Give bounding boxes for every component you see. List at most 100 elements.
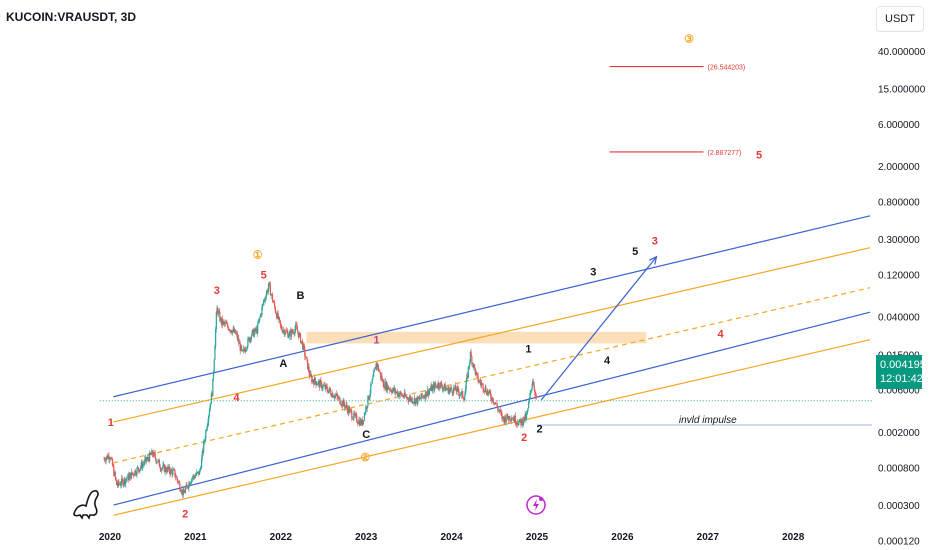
currency-selector[interactable]: USDT <box>876 6 924 32</box>
candle-body <box>139 467 142 470</box>
candle-body <box>523 416 526 421</box>
candle-body <box>210 393 213 404</box>
candle-body <box>326 386 328 391</box>
candle-body <box>436 385 438 388</box>
candle-body <box>521 419 523 426</box>
candle-body <box>525 413 527 419</box>
candle-body <box>270 294 272 296</box>
wave-label: 5 <box>632 246 638 258</box>
candle-body <box>452 393 454 395</box>
candle-body <box>375 367 377 369</box>
candle-body <box>289 330 291 333</box>
candle-body <box>405 396 407 397</box>
candle-body <box>446 389 448 391</box>
candle-body <box>202 450 204 453</box>
candle-body <box>361 419 363 425</box>
candle-body <box>502 416 504 419</box>
tradingview-logo[interactable] <box>73 490 99 520</box>
candle-body <box>502 416 505 419</box>
candle-body <box>239 343 241 351</box>
candle-body <box>124 478 126 484</box>
candle-body <box>473 364 475 368</box>
candle-body <box>246 346 248 350</box>
candle-body <box>159 466 161 469</box>
candle-body <box>306 359 309 370</box>
wave-label: 5 <box>261 269 267 281</box>
candle-body <box>293 333 295 335</box>
candle-body <box>351 411 353 419</box>
candle-body <box>230 329 232 333</box>
channel-line-blue-1 <box>113 311 871 506</box>
candle-body <box>240 345 243 350</box>
candle-body <box>427 389 429 396</box>
candle-body <box>441 383 443 387</box>
candle-body <box>219 317 222 321</box>
candle-body <box>241 349 243 351</box>
candle-body <box>479 380 481 383</box>
candle-body <box>434 383 436 386</box>
candle-body <box>213 359 215 373</box>
candle-body <box>441 386 443 390</box>
candle-body <box>364 412 366 414</box>
candle-body <box>469 351 472 362</box>
wave-label: 4 <box>604 355 611 367</box>
candle-body <box>309 372 311 377</box>
candle-body <box>462 391 464 398</box>
candle-body <box>234 329 236 334</box>
candle-body <box>417 396 420 399</box>
price-axis[interactable]: 40.000000 15.000000 6.000000 2.000000 0.8000… <box>878 47 926 548</box>
candle-body <box>511 418 514 420</box>
candle-body <box>505 420 507 423</box>
event-icon[interactable] <box>526 495 546 515</box>
candle-body <box>266 290 269 293</box>
candle-body <box>196 472 198 476</box>
candle-body <box>299 333 301 335</box>
candle-body <box>382 380 384 388</box>
candle-body <box>294 329 296 334</box>
candle-body <box>200 468 202 470</box>
candle-body <box>337 396 339 399</box>
candle-body <box>123 478 125 484</box>
candle-body <box>194 475 196 479</box>
candle-body <box>166 467 168 473</box>
time-axis[interactable]: 2020 2021 2022 2023 2024 2025 2026 2027 2028 <box>99 532 805 543</box>
candle-body <box>461 391 463 392</box>
candle-body <box>372 371 375 377</box>
wave-label: C <box>362 429 370 441</box>
candle-body <box>160 468 163 471</box>
candle-body <box>260 314 262 315</box>
candle-body <box>509 416 511 421</box>
resistance-zone-layer <box>306 331 647 344</box>
candle-body <box>271 294 273 295</box>
wave-label: 1 <box>108 417 114 429</box>
candle-body <box>459 394 461 396</box>
candle-body <box>357 423 359 424</box>
candle-body <box>503 418 505 423</box>
candle-body <box>283 330 286 335</box>
candle-body <box>519 419 521 422</box>
candle-body <box>139 469 141 472</box>
candle-body <box>365 406 368 409</box>
candle-body <box>119 484 121 486</box>
candle-body <box>175 476 177 478</box>
candle-body <box>504 416 507 423</box>
candle-body <box>301 340 303 342</box>
candle-body <box>493 402 495 404</box>
candle-body <box>308 366 310 373</box>
candle-body <box>525 414 528 419</box>
candle-body <box>278 317 281 320</box>
candle-body <box>410 398 413 401</box>
price-tick: 15.000000 <box>878 85 926 96</box>
candle-body <box>393 387 395 392</box>
candle-body <box>106 455 109 459</box>
candle-body <box>318 380 320 382</box>
candle-body <box>348 407 350 413</box>
wave-label: B <box>296 290 304 302</box>
candle-body <box>216 307 218 313</box>
candle-body <box>439 382 441 389</box>
candle-body <box>390 389 392 392</box>
candle-body <box>380 376 382 378</box>
candle-body <box>392 387 394 391</box>
channel-line-orange-4 <box>113 339 871 516</box>
